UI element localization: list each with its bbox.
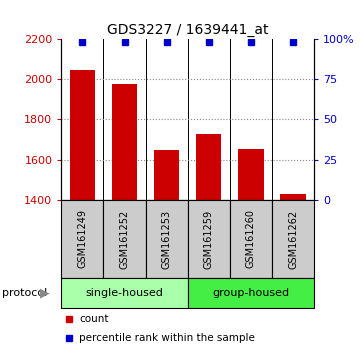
Bar	[188, 278, 314, 308]
Bar	[145, 200, 188, 278]
Text: GSM161260: GSM161260	[246, 210, 256, 268]
Text: single-housed: single-housed	[86, 288, 164, 298]
Bar	[272, 200, 314, 278]
Bar	[104, 200, 145, 278]
Title: GDS3227 / 1639441_at: GDS3227 / 1639441_at	[107, 23, 269, 36]
Bar	[280, 194, 306, 200]
Text: GSM161253: GSM161253	[162, 209, 172, 269]
Text: GSM161249: GSM161249	[77, 210, 87, 268]
Text: percentile rank within the sample: percentile rank within the sample	[79, 333, 255, 343]
Text: count: count	[79, 314, 109, 324]
Bar	[70, 70, 95, 200]
Text: ▶: ▶	[40, 286, 50, 299]
Text: GSM161259: GSM161259	[204, 209, 214, 269]
Bar	[61, 278, 188, 308]
Bar	[238, 149, 264, 200]
Bar	[188, 200, 230, 278]
Bar	[61, 200, 104, 278]
Bar	[112, 84, 137, 200]
Text: group-housed: group-housed	[212, 288, 290, 298]
Text: GSM161252: GSM161252	[119, 209, 130, 269]
Text: GSM161262: GSM161262	[288, 209, 298, 269]
Bar	[154, 150, 179, 200]
Bar	[230, 200, 272, 278]
Text: protocol: protocol	[2, 288, 47, 298]
Bar	[196, 133, 221, 200]
